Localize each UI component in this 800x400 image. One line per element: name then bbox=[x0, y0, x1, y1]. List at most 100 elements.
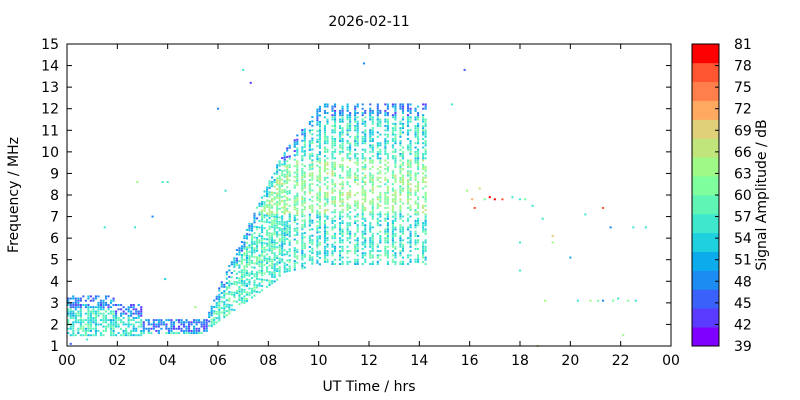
data-cell bbox=[316, 112, 319, 115]
data-cell bbox=[409, 194, 412, 196]
data-cell bbox=[296, 192, 299, 195]
data-cell bbox=[72, 314, 75, 317]
data-cell bbox=[401, 189, 405, 192]
data-cell bbox=[323, 260, 327, 263]
data-cell bbox=[104, 314, 108, 317]
data-cell bbox=[190, 329, 193, 332]
data-cell bbox=[338, 230, 342, 233]
data-cell bbox=[349, 144, 352, 147]
data-cell bbox=[401, 256, 405, 259]
data-cell bbox=[338, 163, 342, 166]
data-cell bbox=[230, 271, 233, 274]
data-cell bbox=[238, 294, 241, 297]
data-cell bbox=[311, 178, 314, 181]
data-cell bbox=[288, 155, 291, 158]
data-cell bbox=[266, 285, 269, 288]
data-cell bbox=[104, 316, 108, 319]
data-cell bbox=[296, 233, 299, 236]
data-cell bbox=[326, 172, 329, 175]
data-cell bbox=[225, 277, 228, 280]
data-cell bbox=[223, 292, 226, 295]
data-cell bbox=[316, 121, 319, 124]
data-cell bbox=[399, 230, 402, 233]
data-cell bbox=[394, 219, 397, 222]
data-cell bbox=[271, 271, 274, 274]
data-cell bbox=[371, 150, 374, 153]
data-cell bbox=[79, 334, 82, 337]
data-cell bbox=[424, 204, 427, 207]
data-cell bbox=[409, 254, 412, 257]
data-cell bbox=[268, 195, 271, 198]
data-cell bbox=[255, 239, 259, 241]
data-cell bbox=[341, 137, 344, 140]
data-cell bbox=[273, 196, 276, 199]
data-cell bbox=[424, 140, 427, 143]
data-cell bbox=[318, 108, 321, 110]
data-cell bbox=[409, 191, 412, 194]
data-cell bbox=[401, 181, 405, 184]
data-cell bbox=[323, 213, 327, 216]
data-cell bbox=[278, 253, 281, 256]
data-cell bbox=[84, 329, 87, 332]
data-cell bbox=[223, 294, 226, 297]
data-cell bbox=[266, 249, 269, 252]
data-cell bbox=[288, 228, 291, 231]
data-cell bbox=[323, 161, 327, 164]
data-cell bbox=[424, 157, 427, 160]
data-cell bbox=[401, 122, 405, 125]
data-cell bbox=[296, 134, 299, 137]
data-cell bbox=[386, 217, 389, 220]
data-cell bbox=[308, 256, 311, 259]
data-cell bbox=[273, 263, 276, 266]
data-cell bbox=[422, 181, 425, 184]
data-cell bbox=[258, 241, 261, 244]
data-cell bbox=[333, 112, 337, 114]
data-cell bbox=[198, 321, 201, 324]
data-cell bbox=[281, 247, 284, 250]
data-cell bbox=[338, 176, 342, 179]
colorbar-tick-label: 69 bbox=[734, 123, 752, 139]
data-cell bbox=[293, 262, 296, 265]
data-cell bbox=[213, 316, 216, 319]
data-cell bbox=[172, 323, 176, 326]
data-cell bbox=[125, 308, 128, 311]
data-cell bbox=[371, 250, 374, 253]
data-cell bbox=[341, 245, 344, 248]
data-cell bbox=[364, 194, 367, 196]
data-cell bbox=[120, 321, 123, 324]
data-cell bbox=[349, 153, 352, 155]
data-cell bbox=[72, 304, 75, 306]
data-cell bbox=[371, 254, 374, 257]
data-cell bbox=[273, 271, 276, 274]
data-cell bbox=[369, 107, 372, 110]
data-cell bbox=[268, 271, 271, 274]
data-cell bbox=[311, 234, 314, 237]
data-cell bbox=[266, 231, 269, 234]
data-cell bbox=[87, 310, 90, 313]
data-cell bbox=[167, 319, 170, 322]
data-cell bbox=[248, 255, 251, 258]
data-cell bbox=[268, 238, 271, 241]
data-cell bbox=[391, 105, 394, 108]
data-cell bbox=[67, 319, 70, 322]
data-cell bbox=[376, 103, 379, 106]
data-cell bbox=[318, 220, 321, 223]
data-cell bbox=[318, 194, 321, 197]
data-cell bbox=[268, 217, 271, 220]
data-cell bbox=[326, 161, 329, 164]
data-cell bbox=[303, 173, 306, 176]
data-cell bbox=[165, 332, 168, 335]
data-cell bbox=[349, 174, 352, 177]
data-cell bbox=[401, 107, 405, 110]
data-cell bbox=[288, 192, 291, 195]
data-cell bbox=[79, 308, 82, 311]
data-cell bbox=[371, 247, 374, 250]
data-cell bbox=[151, 215, 154, 218]
data-cell bbox=[422, 172, 425, 175]
data-cell bbox=[401, 239, 405, 242]
data-cell bbox=[253, 217, 256, 220]
data-cell bbox=[103, 226, 106, 229]
data-cell bbox=[268, 234, 271, 237]
data-cell bbox=[266, 279, 269, 282]
data-cell bbox=[276, 172, 279, 175]
